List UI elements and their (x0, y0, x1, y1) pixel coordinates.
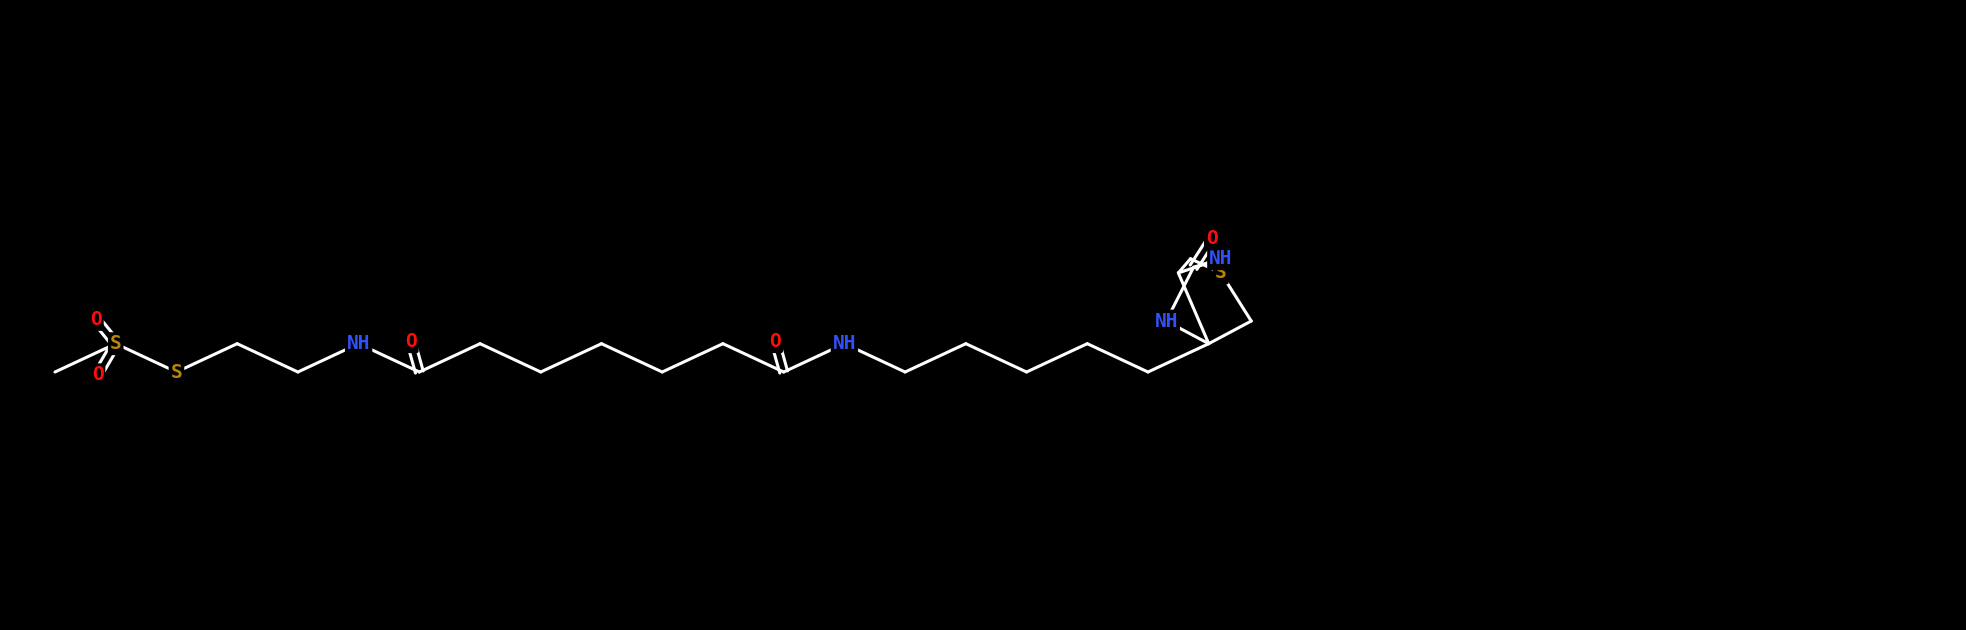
Text: O: O (92, 365, 104, 384)
Text: O: O (1205, 229, 1217, 248)
Text: NH: NH (1209, 249, 1233, 268)
Text: O: O (405, 332, 417, 351)
Text: S: S (110, 334, 122, 353)
Text: NH: NH (834, 334, 855, 353)
Text: O: O (90, 310, 102, 329)
Text: S: S (1215, 263, 1227, 282)
Text: O: O (769, 332, 781, 351)
Text: S: S (171, 362, 183, 382)
Text: NH: NH (1154, 311, 1178, 331)
Text: NH: NH (346, 334, 370, 353)
